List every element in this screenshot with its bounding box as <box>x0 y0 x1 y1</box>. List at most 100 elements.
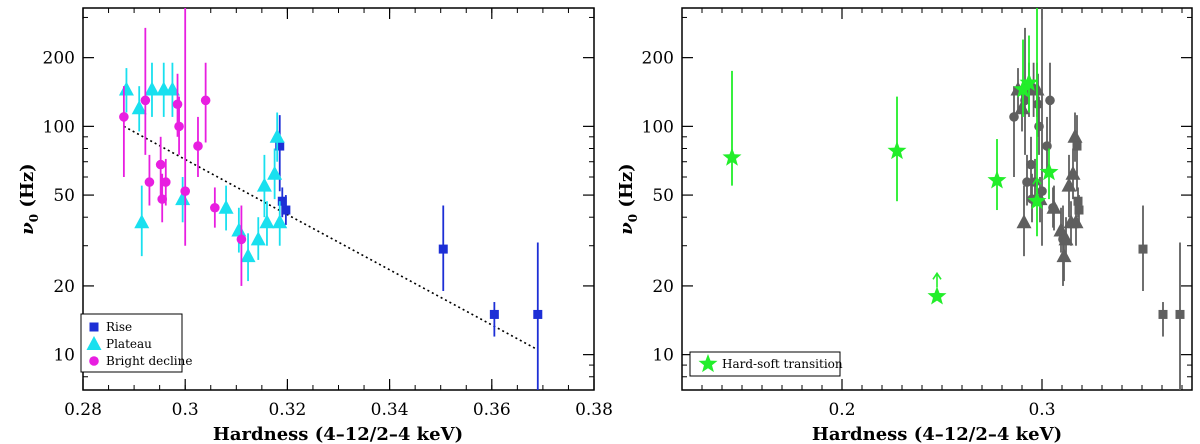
left-data-point-circle <box>236 234 247 245</box>
left-y-axis-subscript: 0 <box>27 214 41 222</box>
left-data-point-triangle <box>231 222 247 237</box>
left-data-point-triangle <box>175 191 191 206</box>
left-legend-marker-circle <box>89 356 99 366</box>
left-y-tick-label: 200 <box>43 49 75 69</box>
right-data-point-triangle <box>1053 222 1069 237</box>
left-series-plateau <box>118 62 288 282</box>
left-data-point-circle <box>155 159 166 170</box>
right-y-tick-label: 50 <box>652 186 674 206</box>
left-legend-label: Bright decline <box>106 354 192 368</box>
right-data-point-triangle <box>1065 165 1081 180</box>
right-data-point-triangle <box>1016 214 1032 229</box>
left-data-point-triangle <box>256 177 272 192</box>
right-data-point-star <box>927 286 947 305</box>
right-y-axis-symbol: ν <box>616 222 637 235</box>
right-data-point-triangle <box>1058 231 1074 246</box>
right-data-point-star <box>1039 162 1059 181</box>
left-legend-label: Rise <box>106 320 132 334</box>
right-y-axis-subscript: 0 <box>626 214 640 222</box>
left-legend-marker-square <box>89 322 99 332</box>
left-x-tick-label: 0.36 <box>473 400 511 420</box>
left-y-tick-label: 100 <box>43 117 75 137</box>
left-data-point-triangle <box>164 81 180 96</box>
left-trend-line-segment <box>123 125 539 351</box>
right-data-point-triangle <box>1067 128 1083 143</box>
left-data-point-triangle <box>240 248 256 263</box>
left-series-bright-decline <box>119 8 247 286</box>
left-data-point-circle <box>193 141 203 151</box>
left-data-point-circle <box>119 112 129 122</box>
left-x-ticks: 0.28 0.3 0.32 0.34 0.36 0.38 <box>64 8 613 420</box>
right-y-axis-unit: (Hz) <box>616 163 637 207</box>
left-y-axis-unit: (Hz) <box>17 163 38 207</box>
left-x-tick-label: 0.38 <box>575 400 613 420</box>
left-legend: Rise Plateau Bright decline <box>80 313 192 373</box>
left-data-point-square <box>275 141 285 151</box>
left-y-ticks: 10 20 50 100 200 <box>43 16 594 378</box>
left-data-point-circle <box>174 121 184 132</box>
left-data-point-circle <box>157 194 168 204</box>
right-x-ticks: 0.2 0.3 <box>681 8 1183 420</box>
right-data-point-square <box>1138 244 1148 254</box>
right-data-point-circle <box>1033 99 1043 110</box>
right-y-tick-label: 100 <box>642 117 674 137</box>
left-data-point-triangle <box>272 214 288 229</box>
left-data-point-triangle <box>250 231 266 246</box>
left-y-tick-label: 50 <box>53 186 75 206</box>
right-series-hard-soft-transition <box>722 8 1059 305</box>
left-y-tick-label: 10 <box>53 346 75 366</box>
left-data-point-square <box>438 244 448 254</box>
right-data-point-square <box>1072 141 1082 151</box>
left-data-marks <box>118 8 543 390</box>
right-y-tick-label: 200 <box>642 49 674 69</box>
right-data-point-triangle <box>1056 248 1072 263</box>
left-data-point-triangle <box>267 165 283 180</box>
right-x-tick-label: 0.3 <box>1028 400 1055 420</box>
left-data-point-triangle <box>259 214 275 229</box>
left-x-tick-label: 0.34 <box>371 400 409 420</box>
left-data-point-circle <box>160 177 171 187</box>
right-legend-label: Hard-soft transition <box>722 357 843 371</box>
right-data-point-circle <box>1045 95 1055 106</box>
left-data-point-circle <box>172 99 183 110</box>
right-data-point-square <box>1158 309 1168 319</box>
left-data-point-triangle <box>134 214 150 229</box>
right-data-point-star <box>722 147 742 166</box>
right-limit-arrow-head <box>1032 176 1042 185</box>
right-data-point-triangle <box>1046 199 1062 214</box>
left-panel: 0.28 0.3 0.32 0.34 0.36 0.38 10 20 50 100 200 Har… <box>17 7 613 444</box>
left-data-point-square <box>533 309 543 319</box>
right-panel: 0.2 0.3 10 20 50 100 200 Hardness (4–12/2–4 k… <box>616 7 1193 444</box>
left-series-rise <box>275 115 543 390</box>
right-data-point-star <box>1019 72 1039 91</box>
left-data-point-circle <box>210 202 220 213</box>
left-y-axis-title: ν0 (Hz) <box>17 163 41 234</box>
left-data-point-square <box>489 309 499 319</box>
right-data-point-square <box>1175 309 1185 319</box>
left-legend-label: Plateau <box>106 337 152 351</box>
right-y-tick-label: 10 <box>652 346 674 366</box>
right-y-ticks: 10 20 50 100 200 <box>642 16 1192 378</box>
right-data-point-star <box>1013 79 1033 98</box>
right-data-point-star <box>987 170 1007 189</box>
left-trend-line <box>123 125 539 351</box>
right-series-rise-plateau-bright-decline-grey- <box>1009 8 1185 390</box>
left-data-point-square <box>277 196 287 206</box>
right-data-point-circle <box>1042 141 1052 151</box>
left-data-point-circle <box>200 95 211 106</box>
left-data-point-triangle <box>144 81 160 96</box>
right-limit-arrow-head <box>932 271 942 280</box>
right-data-point-circle <box>1009 112 1019 122</box>
left-data-point-square <box>281 205 291 215</box>
right-data-point-circle <box>1026 159 1036 170</box>
left-legend-marker-triangle <box>86 336 102 350</box>
left-data-point-triangle <box>131 100 147 115</box>
right-plot-frame <box>681 7 1193 391</box>
right-data-point-circle <box>1037 186 1047 196</box>
left-data-point-triangle <box>218 199 234 214</box>
right-data-point-circle <box>1022 177 1032 187</box>
right-data-point-square <box>1074 205 1084 215</box>
left-y-axis-symbol: ν <box>17 222 38 235</box>
right-y-axis-title: ν0 (Hz) <box>616 163 640 234</box>
right-data-point-square <box>1073 196 1083 206</box>
